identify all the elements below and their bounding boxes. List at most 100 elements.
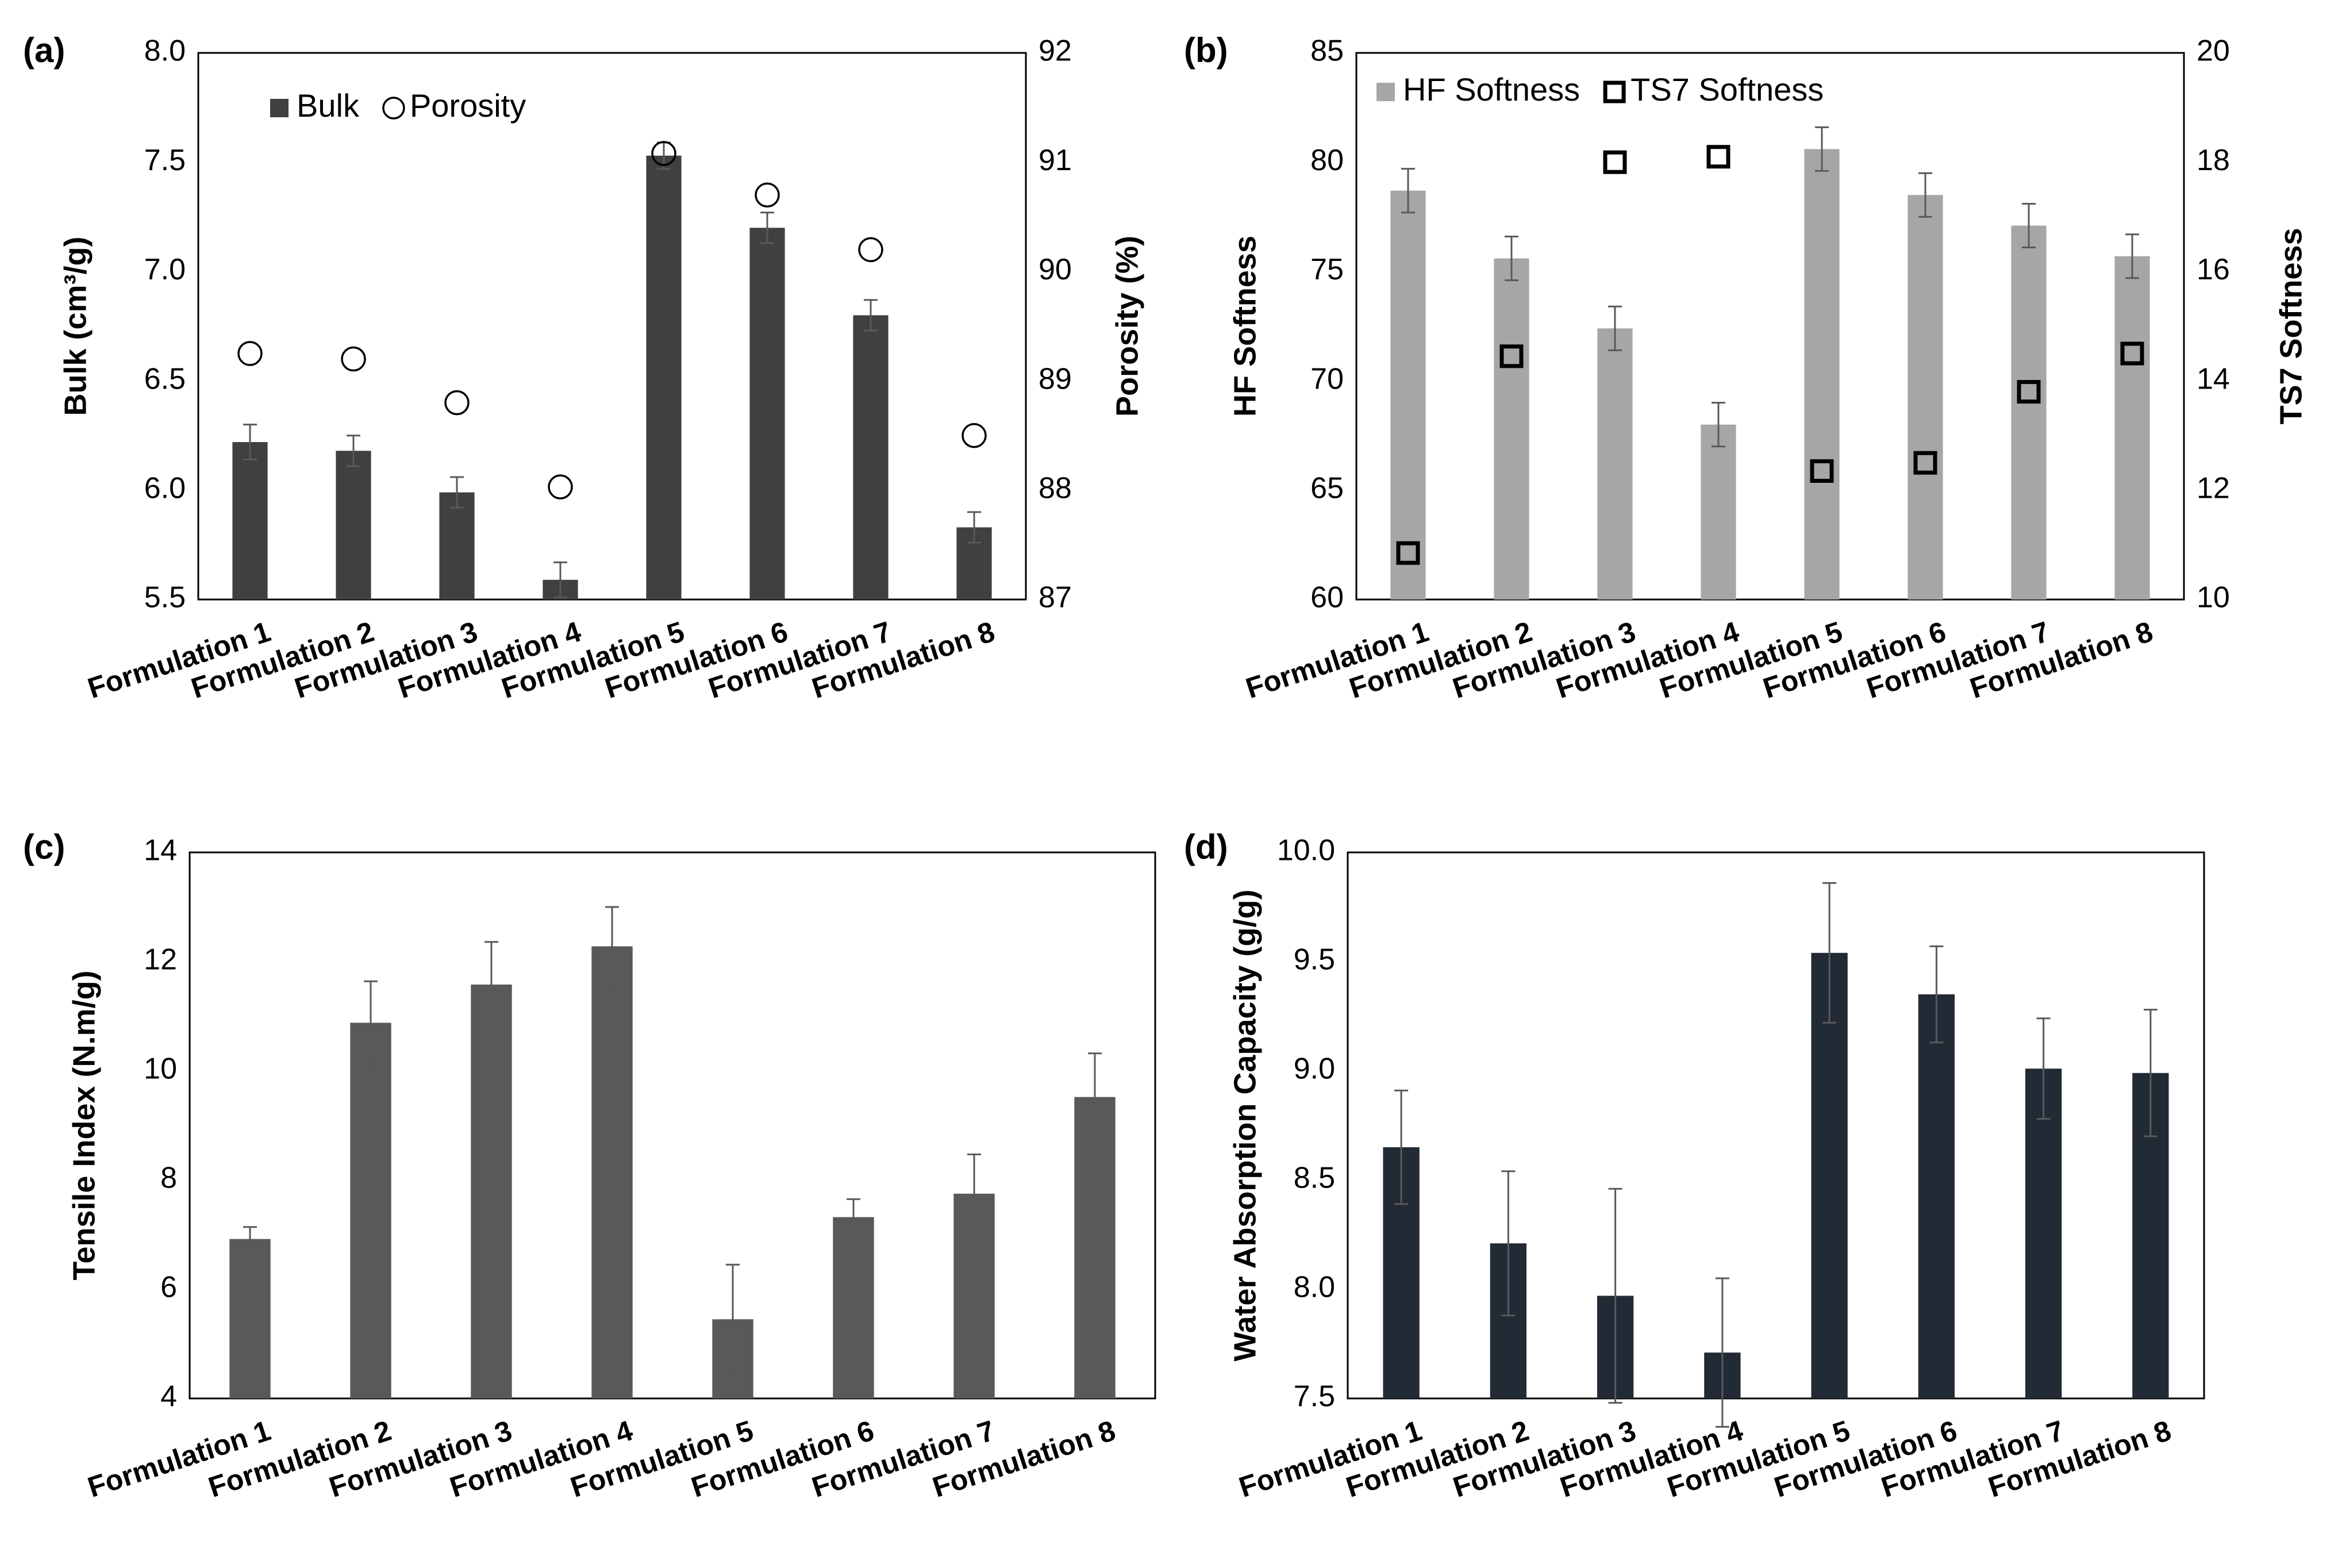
bar xyxy=(2025,1069,2062,1398)
y-tick-label: 9.0 xyxy=(1294,1052,1335,1086)
y-tick-label: 65 xyxy=(1310,472,1344,505)
y-tick-label: 8.0 xyxy=(144,34,186,68)
error-bar xyxy=(1088,1052,1102,1142)
error-bar xyxy=(364,980,378,1066)
y-tick-label: 12 xyxy=(144,943,177,977)
error-bar xyxy=(1822,882,1837,1024)
y-tick-label: 75 xyxy=(1310,253,1344,286)
error-bar xyxy=(760,212,774,244)
bar xyxy=(1390,190,1426,600)
plot-frame xyxy=(197,52,1027,601)
y2-tick-label: 89 xyxy=(1039,362,1072,395)
y2-tick-label: 92 xyxy=(1039,34,1072,68)
legend-swatch-circle xyxy=(382,97,405,120)
y-tick-label: 7.0 xyxy=(144,253,186,286)
error-bar xyxy=(1608,305,1622,351)
y-tick-label: 8.5 xyxy=(1294,1162,1335,1195)
y2-tick-label: 87 xyxy=(1039,581,1072,614)
panel-a: (a) 5.5 6.0 6.5 7.0 7.5 8.0 87 88 89 90 91 92 Bulk (c… xyxy=(23,31,1144,705)
error-bar xyxy=(1608,1187,1622,1404)
error-bar xyxy=(347,435,360,467)
y-tick-label: 8 xyxy=(160,1162,177,1195)
bar xyxy=(853,315,889,599)
porosity-point xyxy=(341,346,366,372)
porosity-point xyxy=(755,182,780,208)
y-axis-label: Bulk (cm³/g) xyxy=(58,236,93,416)
bar xyxy=(1494,258,1529,599)
bar xyxy=(350,1023,391,1398)
error-bar xyxy=(1715,1277,1729,1428)
ts7-point xyxy=(1810,459,1834,483)
bar xyxy=(1918,994,1955,1398)
error-bar xyxy=(605,906,619,987)
y-tick-label: 7.5 xyxy=(144,144,186,177)
legend: HF Softness TS7 Softness xyxy=(1376,71,1824,107)
y-tick-label: 60 xyxy=(1310,581,1344,614)
y2-tick-label: 14 xyxy=(2197,362,2230,395)
porosity-point xyxy=(962,422,987,448)
ts7-point xyxy=(1913,451,1937,475)
error-bar xyxy=(243,424,257,461)
y2-tick-label: 88 xyxy=(1039,472,1072,505)
y2-tick-label: 91 xyxy=(1039,144,1072,177)
y-tick-label: 10.0 xyxy=(1277,834,1335,867)
error-bar xyxy=(450,476,464,509)
bar xyxy=(591,946,633,1398)
legend-swatch-bar xyxy=(270,99,289,117)
panel-label: (a) xyxy=(23,31,65,70)
error-bar xyxy=(2125,233,2139,279)
legend-label: Porosity xyxy=(410,87,526,124)
y2-axis-label: TS7 Softness xyxy=(2274,228,2308,424)
panel-d: (d) 7.5 8.0 8.5 9.0 9.5 10.0 Water Absorption C… xyxy=(1184,828,2205,1504)
bar xyxy=(439,492,475,599)
error-bar xyxy=(1929,945,1944,1044)
legend-swatch-bar xyxy=(1376,83,1395,101)
bar xyxy=(1074,1097,1116,1398)
bar xyxy=(336,451,371,599)
bar xyxy=(2011,225,2047,599)
error-bar xyxy=(2143,1009,2158,1137)
panel-label: (c) xyxy=(23,828,65,866)
bar xyxy=(1597,328,1633,599)
porosity-point xyxy=(237,341,263,366)
ts7-point xyxy=(1396,541,1420,565)
y-tick-label: 6.5 xyxy=(144,362,186,395)
y-tick-label: 5.5 xyxy=(144,581,186,614)
error-bar xyxy=(1394,1089,1409,1205)
panel-label: (b) xyxy=(1184,31,1228,70)
error-bar xyxy=(1918,172,1932,218)
error-bar xyxy=(726,1263,740,1375)
error-bar xyxy=(1505,236,1518,282)
ts7-point xyxy=(1499,344,1524,368)
y-axis-label: Tensile Index (N.m/g) xyxy=(67,970,101,1280)
legend-label: HF Softness xyxy=(1403,71,1580,107)
bar xyxy=(646,155,682,600)
ts7-point xyxy=(2120,341,2144,366)
plot-frame xyxy=(1355,52,2185,601)
y-tick-label: 80 xyxy=(1310,144,1344,177)
y2-axis-label: Porosity (%) xyxy=(1110,236,1144,417)
bar xyxy=(749,228,785,599)
y-tick-label: 4 xyxy=(160,1380,177,1413)
plot-frame xyxy=(1347,851,2205,1400)
y-axis-label: HF Softness xyxy=(1228,236,1262,417)
y-tick-label: 7.5 xyxy=(1294,1380,1335,1413)
y2-tick-label: 90 xyxy=(1039,253,1072,286)
bar xyxy=(1701,424,1736,599)
legend-label: TS7 Softness xyxy=(1630,71,1824,107)
legend-swatch-square xyxy=(1603,80,1626,103)
bar xyxy=(471,984,512,1398)
y-tick-label: 10 xyxy=(144,1052,177,1086)
y2-tick-label: 18 xyxy=(2197,144,2230,177)
y-tick-label: 70 xyxy=(1310,362,1344,395)
legend: Bulk Porosity xyxy=(270,87,526,124)
porosity-point xyxy=(548,474,573,499)
error-bar xyxy=(1712,402,1725,448)
bar xyxy=(1811,952,1848,1398)
error-bar xyxy=(1501,1170,1516,1317)
panel-b: (b) 60 65 70 75 80 85 10 12 14 16 18 20 HF Softness TS… xyxy=(1184,31,2308,705)
y2-tick-label: 12 xyxy=(2197,472,2230,505)
plot-frame xyxy=(189,851,1156,1400)
error-bar xyxy=(864,299,878,332)
